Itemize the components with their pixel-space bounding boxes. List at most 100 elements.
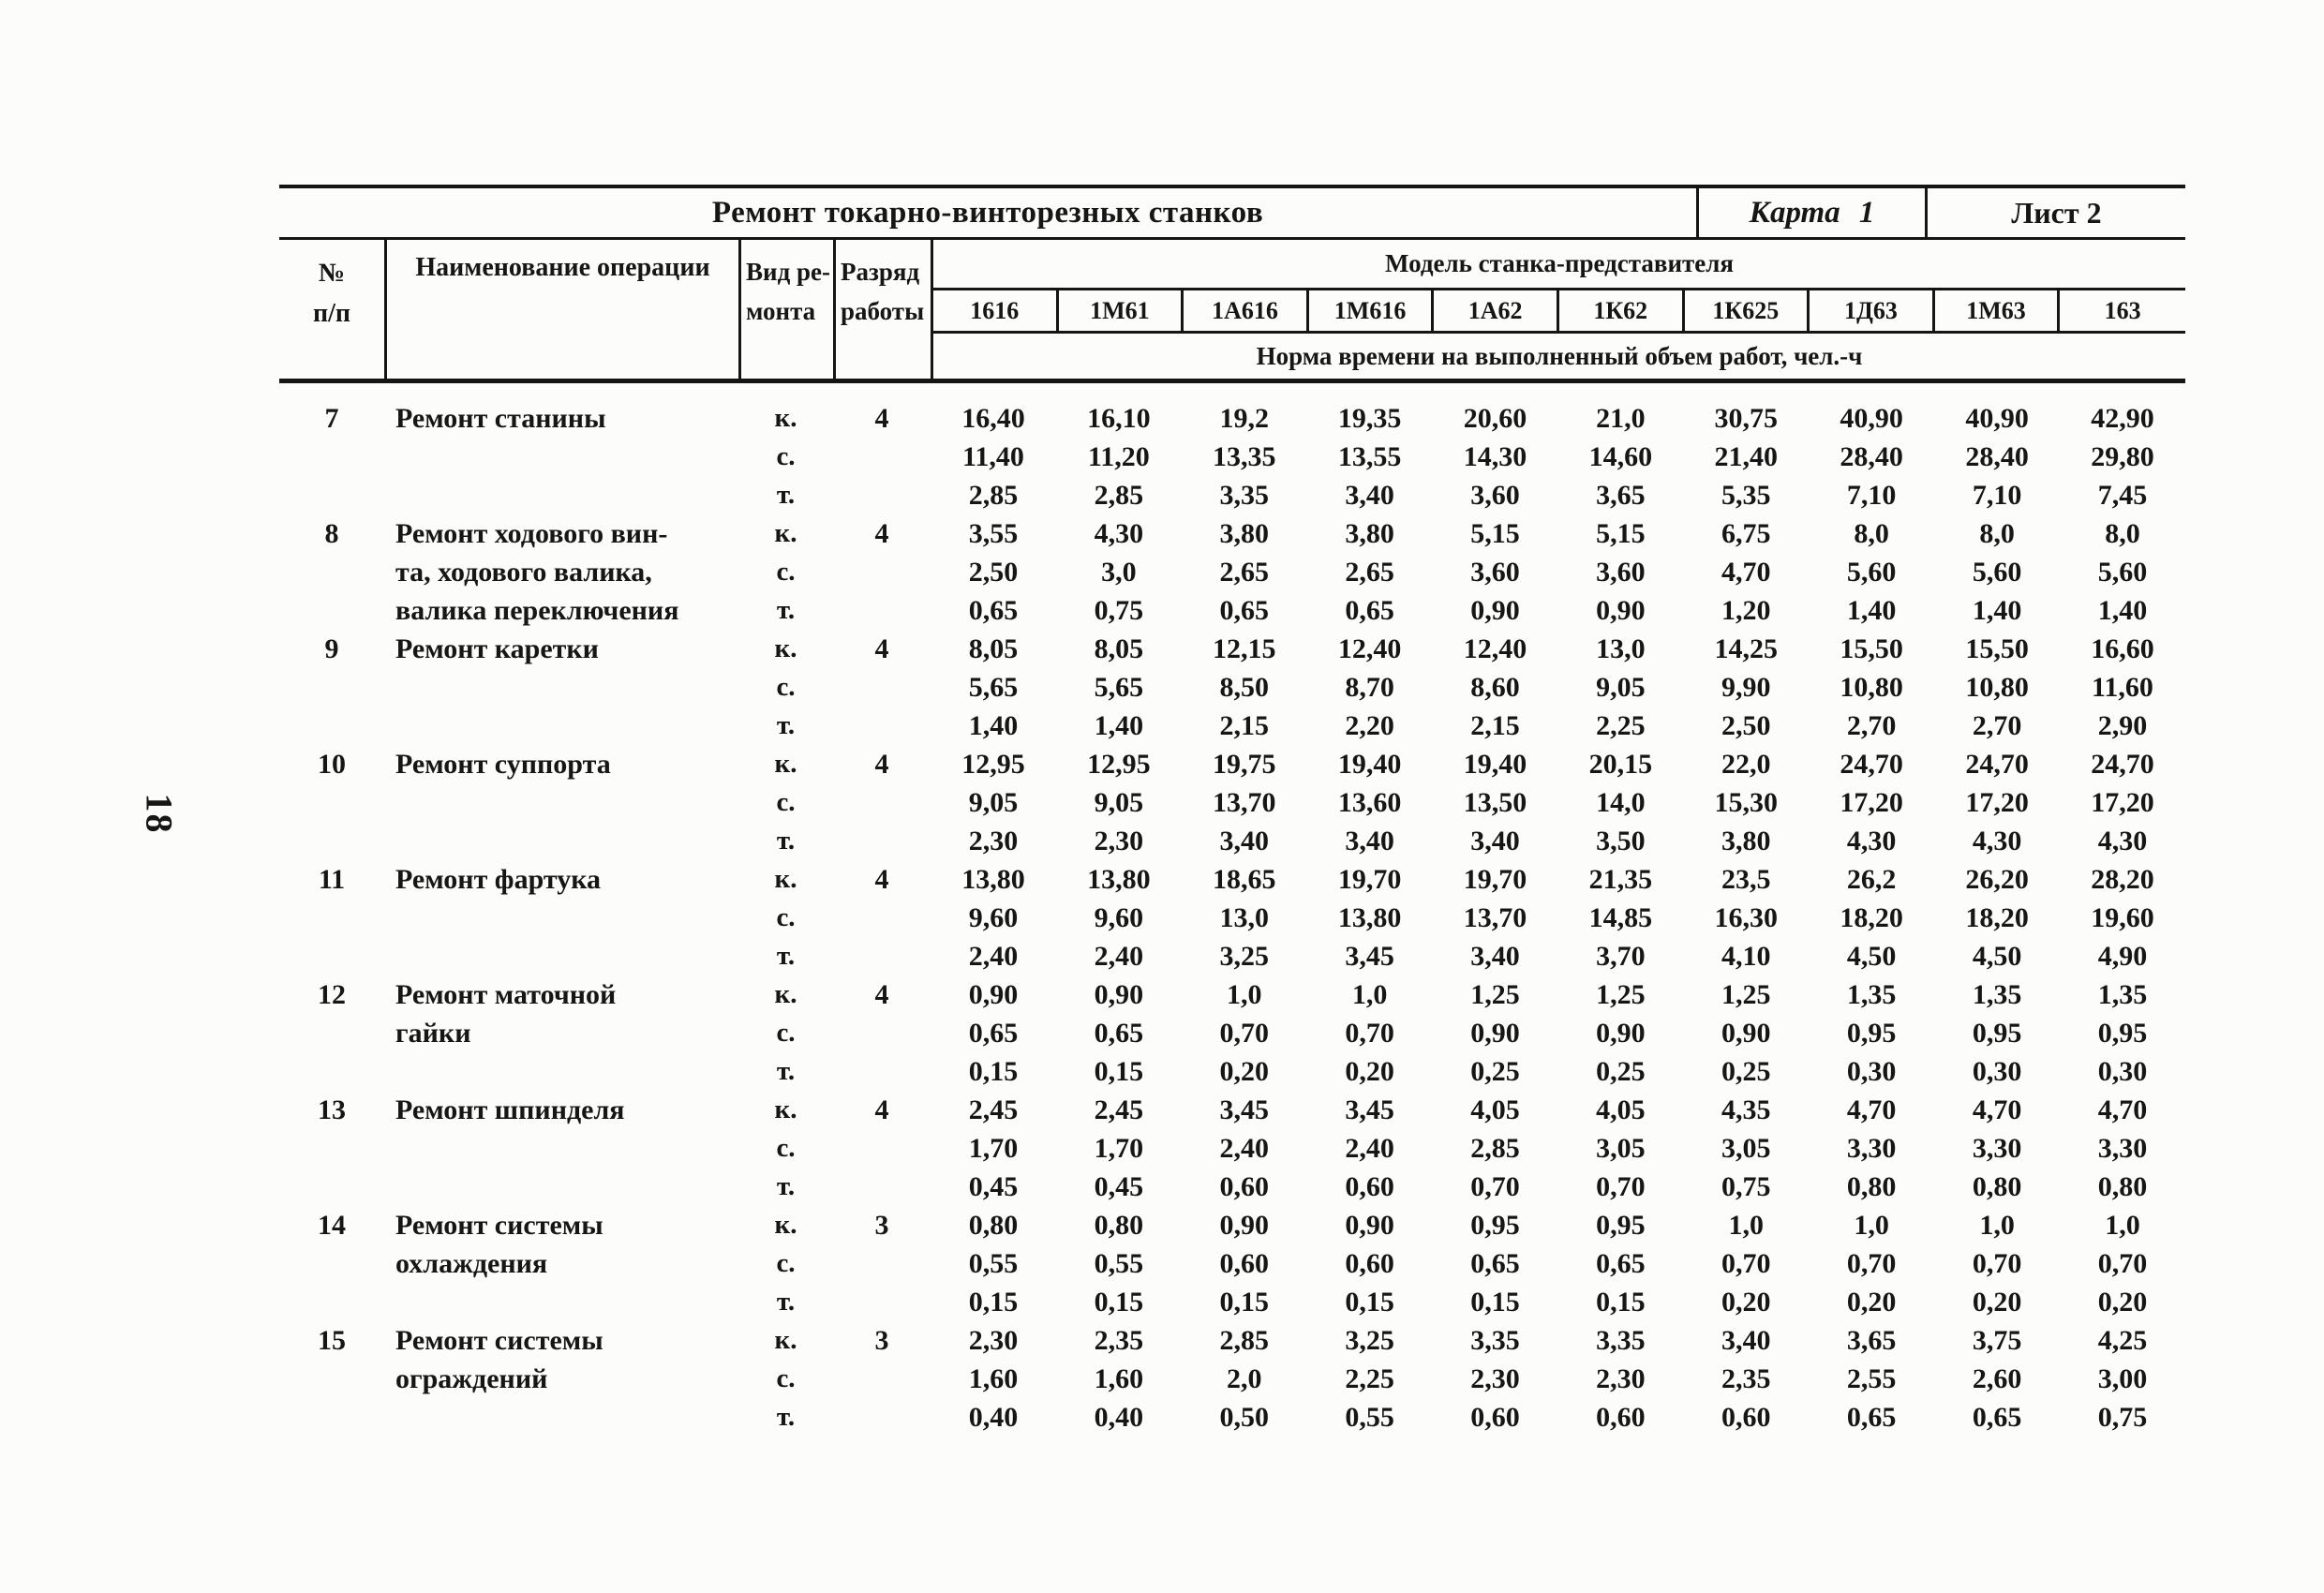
time-norm-value: 2,45 xyxy=(968,1094,1019,1125)
time-norm-value: 4,10 xyxy=(1721,940,1771,972)
time-norm-value: 1,35 xyxy=(1846,978,1897,1010)
operation-name: Ремонт станины xyxy=(395,402,606,434)
time-norm-value: 4,05 xyxy=(1596,1094,1646,1125)
norma-header: Норма времени на выполненный объем работ… xyxy=(1256,341,1863,370)
work-grade: 4 xyxy=(874,748,889,780)
time-norm-value: 4,30 xyxy=(1846,825,1897,856)
repair-type: с. xyxy=(776,902,796,932)
time-norm-value: 19,40 xyxy=(1337,748,1402,780)
time-norm-value: 2,85 xyxy=(1219,1324,1269,1356)
table-data-row: с. 9,05 9,05 13,70 13,60 13,50 14,0 15,30 17,20 1… xyxy=(279,783,2185,822)
time-norm-value: 19,2 xyxy=(1219,402,1269,434)
repair-type: т. xyxy=(776,595,796,625)
time-norm-value: 5,15 xyxy=(1596,517,1646,549)
table-data-row: т. 2,40 2,40 3,25 3,45 3,40 3,70 4,10 4,50 4,50 4,… xyxy=(279,937,2185,975)
time-norm-value: 7,10 xyxy=(1972,479,2022,511)
time-norm-value: 15,30 xyxy=(1714,786,1779,818)
time-norm-value: 10,80 xyxy=(1840,671,1903,703)
table-data-row: 15 Ремонт системы к. 3 2,30 2,35 2,85 3,25 3,35 3… xyxy=(279,1321,2185,1360)
repair-type: с. xyxy=(776,557,796,587)
time-norm-value: 3,80 xyxy=(1721,825,1771,856)
time-norm-value: 0,45 xyxy=(1094,1170,1144,1202)
time-norm-value: 24,70 xyxy=(2091,748,2154,780)
time-norm-value: 1,40 xyxy=(968,709,1019,741)
time-norm-value: 3,45 xyxy=(1345,940,1394,972)
operation-name: гайки xyxy=(395,1017,471,1049)
time-norm-value: 8,70 xyxy=(1345,671,1394,703)
time-norm-value: 13,0 xyxy=(1596,633,1646,664)
time-norm-value: 0,20 xyxy=(1846,1286,1897,1318)
time-norm-value: 2,65 xyxy=(1219,556,1269,588)
table-data-row: т. 0,40 0,40 0,50 0,55 0,60 0,60 0,60 0,65 0,65 0,… xyxy=(279,1398,2185,1437)
time-norm-value: 40,90 xyxy=(1840,402,1903,434)
time-norm-value: 0,15 xyxy=(968,1055,1019,1087)
table-data-row: 8 Ремонт ходового вин-к. 4 3,55 4,30 3,80 3,80… xyxy=(279,514,2185,553)
operation-name: Ремонт маточной xyxy=(395,978,617,1010)
time-norm-value: 0,65 xyxy=(1596,1247,1646,1279)
time-norm-value: 0,30 xyxy=(1972,1055,2022,1087)
table-data-row: 14 Ремонт системы к. 3 0,80 0,80 0,90 0,90 0,95 0… xyxy=(279,1206,2185,1244)
repair-type: т. xyxy=(776,941,796,971)
time-norm-value: 0,80 xyxy=(2097,1170,2148,1202)
time-norm-value: 0,65 xyxy=(968,1017,1019,1049)
time-norm-value: 0,60 xyxy=(1219,1247,1269,1279)
time-norm-value: 18,20 xyxy=(1840,901,1903,933)
time-norm-value: 3,45 xyxy=(1219,1094,1269,1125)
time-norm-value: 0,60 xyxy=(1345,1247,1394,1279)
time-norm-value: 0,70 xyxy=(1219,1017,1269,1049)
row-number: 9 xyxy=(324,633,339,664)
time-norm-value: 3,00 xyxy=(2097,1362,2148,1394)
operation-name: Ремонт шпинделя xyxy=(395,1094,625,1125)
table-title-row: Ремонт токарно-винторезных станков Карта… xyxy=(279,185,2185,240)
time-norm-value: 3,60 xyxy=(1470,479,1520,511)
time-norm-value: 19,40 xyxy=(1463,748,1527,780)
time-norm-value: 3,40 xyxy=(1721,1324,1771,1356)
time-norm-value: 29,80 xyxy=(2091,440,2154,472)
time-norm-value: 3,80 xyxy=(1345,517,1394,549)
time-norm-value: 13,80 xyxy=(961,863,1025,895)
time-norm-value: 0,95 xyxy=(2097,1017,2148,1049)
time-norm-value: 14,60 xyxy=(1588,440,1653,472)
time-norm-value: 0,75 xyxy=(2097,1401,2148,1433)
time-norm-value: 0,70 xyxy=(1846,1247,1897,1279)
time-norm-value: 0,20 xyxy=(1345,1055,1394,1087)
time-norm-value: 13,55 xyxy=(1337,440,1402,472)
time-norm-value: 3,05 xyxy=(1721,1132,1771,1164)
time-norm-value: 26,20 xyxy=(1965,863,2029,895)
time-norm-value: 2,85 xyxy=(1094,479,1144,511)
time-norm-value: 15,50 xyxy=(1840,633,1903,664)
repair-type: к. xyxy=(774,633,797,663)
time-norm-value: 2,90 xyxy=(2097,709,2148,741)
time-norm-value: 3,05 xyxy=(1596,1132,1646,1164)
time-norm-value: 19,70 xyxy=(1337,863,1402,895)
time-norm-value: 0,70 xyxy=(1972,1247,2022,1279)
row-number: 15 xyxy=(318,1324,346,1356)
table-data-row: т. 0,15 0,15 0,15 0,15 0,15 0,15 0,20 0,20 0,20 0,… xyxy=(279,1283,2185,1321)
time-norm-value: 1,60 xyxy=(1094,1362,1144,1394)
time-norm-value: 2,45 xyxy=(1094,1094,1144,1125)
time-norm-value: 0,65 xyxy=(1972,1401,2022,1433)
time-norm-value: 12,15 xyxy=(1212,633,1276,664)
time-norm-value: 2,30 xyxy=(1470,1362,1520,1394)
table-data-row: 11 Ремонт фартука к. 4 13,80 13,80 18,65 19,70 1… xyxy=(279,860,2185,899)
time-norm-value: 3,60 xyxy=(1470,556,1520,588)
col-header-work-grade-line1: Разряд xyxy=(841,258,920,286)
time-norm-value: 2,50 xyxy=(968,556,1019,588)
time-norm-value: 0,65 xyxy=(1470,1247,1520,1279)
time-norm-value: 5,65 xyxy=(968,671,1019,703)
repair-type: к. xyxy=(774,1094,797,1124)
time-norm-value: 19,60 xyxy=(2091,901,2154,933)
time-norm-value: 0,30 xyxy=(2097,1055,2148,1087)
time-norm-value: 0,70 xyxy=(1596,1170,1646,1202)
time-norm-value: 3,80 xyxy=(1219,517,1269,549)
table-data-row: 10 Ремонт суппорта к. 4 12,95 12,95 19,75 19,40… xyxy=(279,745,2185,783)
time-norm-value: 30,75 xyxy=(1714,402,1779,434)
time-norm-value: 2,15 xyxy=(1470,709,1520,741)
time-norm-value: 26,2 xyxy=(1846,863,1897,895)
row-number: 10 xyxy=(318,748,346,780)
time-norm-value: 19,35 xyxy=(1337,402,1402,434)
work-grade: 4 xyxy=(874,1094,889,1125)
time-norm-value: 1,40 xyxy=(1846,594,1897,626)
time-norm-value: 17,20 xyxy=(1840,786,1903,818)
time-norm-value: 23,5 xyxy=(1721,863,1771,895)
